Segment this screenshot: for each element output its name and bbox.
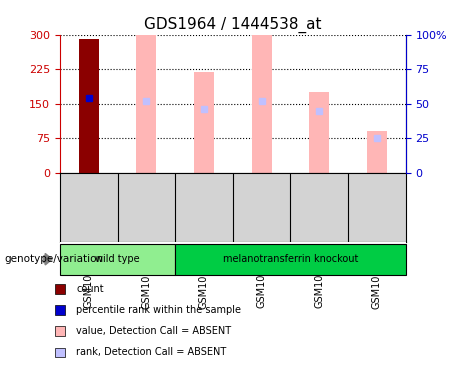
Bar <box>79 39 99 173</box>
Bar <box>309 92 329 173</box>
Text: percentile rank within the sample: percentile rank within the sample <box>76 305 241 315</box>
Text: count: count <box>76 284 104 294</box>
Text: wild type: wild type <box>95 254 140 264</box>
Bar <box>367 131 387 173</box>
Bar <box>136 35 156 173</box>
Title: GDS1964 / 1444538_at: GDS1964 / 1444538_at <box>144 17 322 33</box>
Text: rank, Detection Call = ABSENT: rank, Detection Call = ABSENT <box>76 347 226 357</box>
Bar <box>252 35 272 173</box>
Bar <box>194 72 214 173</box>
Bar <box>175 244 406 275</box>
Text: genotype/variation: genotype/variation <box>5 254 104 264</box>
Bar <box>60 244 175 275</box>
Text: melanotransferrin knockout: melanotransferrin knockout <box>223 254 358 264</box>
Text: value, Detection Call = ABSENT: value, Detection Call = ABSENT <box>76 326 231 336</box>
